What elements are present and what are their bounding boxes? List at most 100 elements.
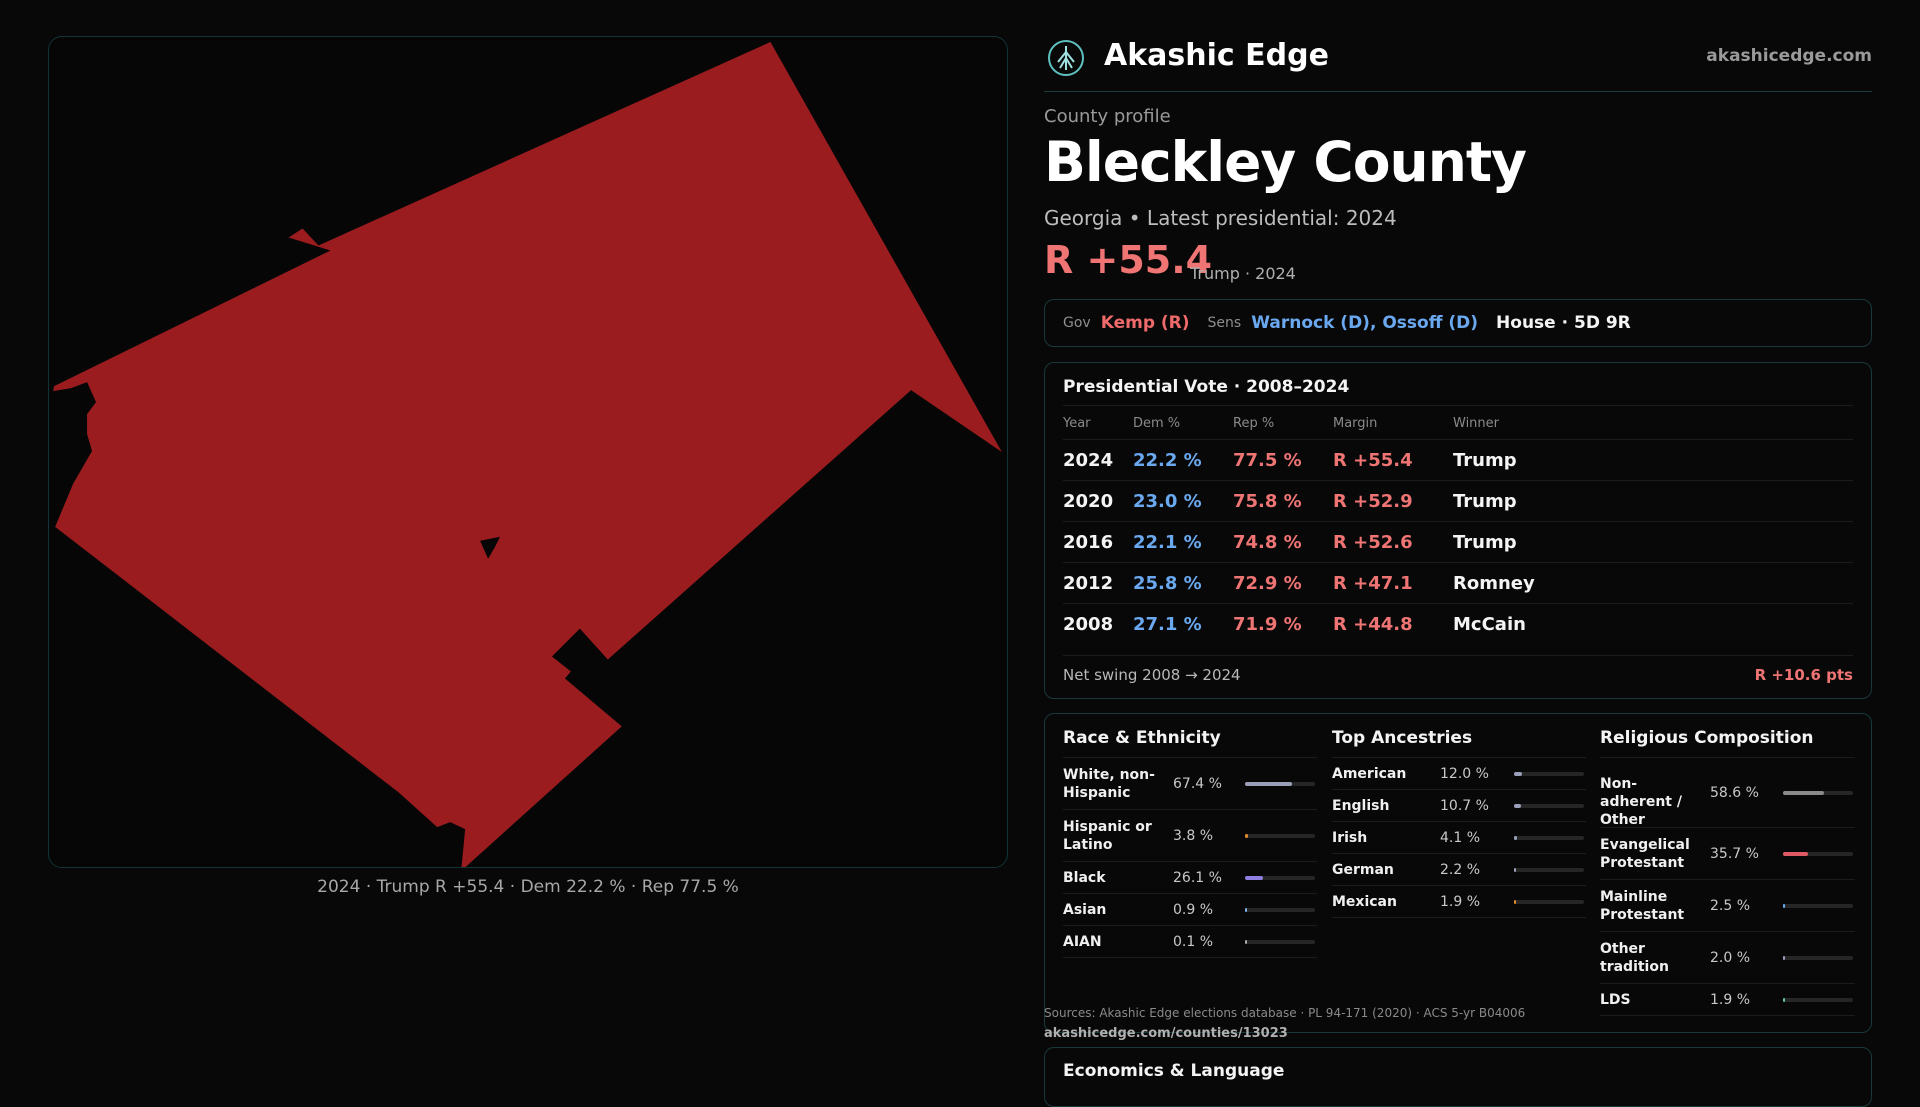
list-item: Other tradition 2.0 % bbox=[1600, 932, 1855, 984]
religion-title: Religious Composition bbox=[1600, 728, 1855, 758]
cell-year: 2024 bbox=[1063, 450, 1114, 471]
item-label: AIAN bbox=[1063, 934, 1102, 950]
county-map[interactable] bbox=[48, 36, 1008, 868]
cell-year: 2020 bbox=[1063, 491, 1114, 512]
item-value: 0.9 % bbox=[1173, 901, 1214, 918]
item-value: 2.2 % bbox=[1440, 861, 1481, 878]
margin-headline: R +55.4 bbox=[1044, 238, 1213, 282]
item-value: 26.1 % bbox=[1173, 869, 1222, 886]
item-value: 35.7 % bbox=[1710, 845, 1759, 862]
item-bar-fill bbox=[1245, 834, 1248, 838]
item-label: Irish bbox=[1332, 830, 1368, 846]
list-item: English 10.7 % bbox=[1332, 790, 1586, 822]
list-item: Evangelical Protestant 35.7 % bbox=[1600, 828, 1855, 880]
table-row: 2016 22.1 % 74.8 % R +52.6 Trump bbox=[1063, 521, 1853, 562]
list-item: LDS 1.9 % bbox=[1600, 984, 1855, 1016]
item-bar-fill bbox=[1245, 940, 1247, 944]
item-bar-fill bbox=[1514, 868, 1516, 872]
cell-dem: 22.1 % bbox=[1133, 532, 1202, 553]
item-label: Asian bbox=[1063, 902, 1107, 918]
item-bar bbox=[1783, 791, 1853, 795]
item-label: German bbox=[1332, 862, 1394, 878]
cell-winner: Trump bbox=[1453, 450, 1517, 471]
cell-rep: 71.9 % bbox=[1233, 614, 1302, 635]
item-bar bbox=[1783, 998, 1853, 1002]
ancestry-title: Top Ancestries bbox=[1332, 728, 1586, 758]
cell-rep: 72.9 % bbox=[1233, 573, 1302, 594]
item-bar bbox=[1514, 868, 1584, 872]
item-label: Evangelical Protestant bbox=[1600, 837, 1690, 871]
item-bar-fill bbox=[1514, 804, 1522, 808]
cell-winner: Romney bbox=[1453, 573, 1535, 594]
item-value: 1.9 % bbox=[1710, 991, 1751, 1008]
item-value: 2.5 % bbox=[1710, 897, 1751, 914]
religion-column: Religious Composition Non-adherent / Othe… bbox=[1600, 728, 1855, 1016]
list-item: Mainline Protestant 2.5 % bbox=[1600, 880, 1855, 932]
subtitle: Georgia • Latest presidential: 2024 bbox=[1044, 206, 1397, 230]
presidential-card: Presidential Vote · 2008–2024 Year Dem %… bbox=[1044, 362, 1872, 699]
cell-winner: McCain bbox=[1453, 614, 1526, 635]
table-row: 2024 22.2 % 77.5 % R +55.4 Trump bbox=[1063, 439, 1853, 480]
cell-winner: Trump bbox=[1453, 532, 1517, 553]
margin-note: Trump · 2024 bbox=[1190, 264, 1296, 283]
site-link[interactable]: akashicedge.com bbox=[1706, 46, 1872, 66]
cell-year: 2012 bbox=[1063, 573, 1114, 594]
brand-name: Akashic Edge bbox=[1104, 38, 1329, 73]
eyebrow: County profile bbox=[1044, 106, 1171, 127]
cell-winner: Trump bbox=[1453, 491, 1517, 512]
page-title: Bleckley County bbox=[1044, 130, 1527, 194]
col-dem: Dem % bbox=[1133, 416, 1181, 431]
table-header: Year Dem % Rep % Margin Winner bbox=[1063, 405, 1853, 439]
item-bar bbox=[1514, 772, 1584, 776]
table-row: 2012 25.8 % 72.9 % R +47.1 Romney bbox=[1063, 562, 1853, 603]
item-value: 1.9 % bbox=[1440, 893, 1481, 910]
cell-dem: 25.8 % bbox=[1133, 573, 1202, 594]
cell-rep: 75.8 % bbox=[1233, 491, 1302, 512]
item-bar-fill bbox=[1245, 876, 1264, 880]
item-label: White, non-Hispanic bbox=[1063, 767, 1155, 801]
cell-margin: R +44.8 bbox=[1333, 614, 1413, 635]
item-bar bbox=[1245, 876, 1315, 880]
profile-panel: Akashic Edge akashicedge.com County prof… bbox=[1044, 0, 1872, 1107]
gov-label: Gov bbox=[1063, 315, 1091, 331]
cell-dem: 22.2 % bbox=[1133, 450, 1202, 471]
list-item: AIAN 0.1 % bbox=[1063, 926, 1317, 958]
item-bar-fill bbox=[1245, 782, 1293, 786]
list-item: German 2.2 % bbox=[1332, 854, 1586, 886]
item-value: 4.1 % bbox=[1440, 829, 1481, 846]
presidential-title: Presidential Vote · 2008–2024 bbox=[1063, 377, 1350, 397]
map-caption: 2024 · Trump R +55.4 · Dem 22.2 % · Rep … bbox=[317, 877, 739, 897]
item-bar-fill bbox=[1514, 836, 1517, 840]
list-item: American 12.0 % bbox=[1332, 758, 1586, 790]
house-value: House · 5D 9R bbox=[1496, 313, 1631, 333]
col-year: Year bbox=[1063, 416, 1091, 431]
item-bar bbox=[1514, 900, 1584, 904]
list-item: Irish 4.1 % bbox=[1332, 822, 1586, 854]
gov-value: Kemp (R) bbox=[1100, 313, 1190, 333]
item-bar bbox=[1783, 904, 1853, 908]
item-label: English bbox=[1332, 798, 1390, 814]
tree-icon bbox=[1048, 40, 1084, 76]
item-value: 3.8 % bbox=[1173, 827, 1214, 844]
list-item: Non-adherent / Other 58.6 % bbox=[1600, 758, 1855, 828]
cell-year: 2008 bbox=[1063, 614, 1114, 635]
item-bar bbox=[1514, 804, 1584, 808]
col-rep: Rep % bbox=[1233, 416, 1275, 431]
source-url[interactable]: akashicedge.com/counties/13023 bbox=[1044, 1026, 1288, 1041]
cell-dem: 27.1 % bbox=[1133, 614, 1202, 635]
item-bar bbox=[1514, 836, 1584, 840]
item-value: 10.7 % bbox=[1440, 797, 1489, 814]
list-item: Asian 0.9 % bbox=[1063, 894, 1317, 926]
item-bar-fill bbox=[1783, 998, 1785, 1002]
cell-margin: R +52.6 bbox=[1333, 532, 1413, 553]
item-label: Mexican bbox=[1332, 894, 1397, 910]
economics-card: Economics & Language bbox=[1044, 1047, 1872, 1107]
item-label: American bbox=[1332, 766, 1407, 782]
list-item: Black 26.1 % bbox=[1063, 862, 1317, 894]
officials-bar: Gov Kemp (R) Sens Warnock (D), Ossoff (D… bbox=[1044, 299, 1872, 347]
item-bar-fill bbox=[1783, 852, 1808, 856]
swing-value: R +10.6 pts bbox=[1754, 666, 1853, 684]
race-column: Race & Ethnicity White, non-Hispanic 67.4 … bbox=[1063, 728, 1317, 958]
cell-margin: R +55.4 bbox=[1333, 450, 1413, 471]
sens-label: Sens bbox=[1207, 315, 1242, 331]
